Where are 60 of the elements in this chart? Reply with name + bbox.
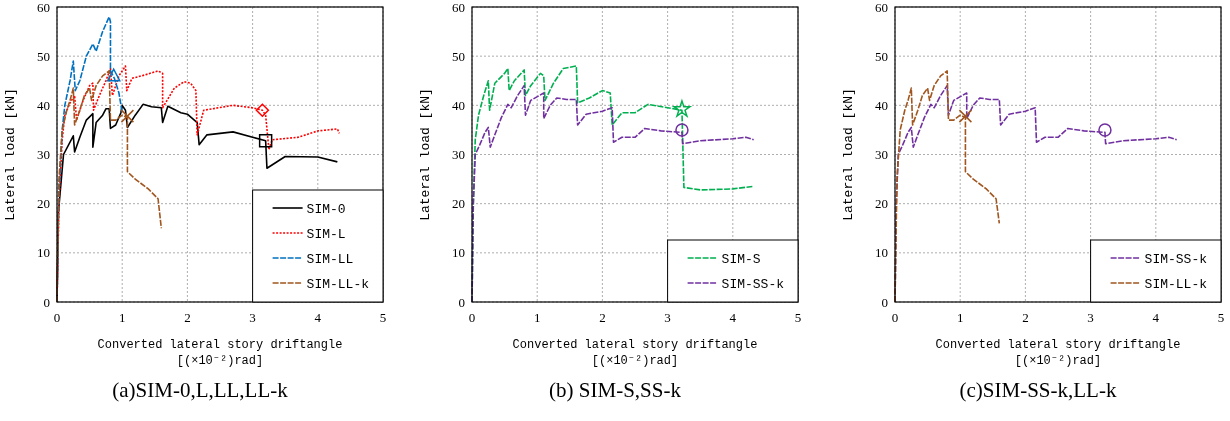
y-tick-label: 20 bbox=[875, 196, 888, 212]
y-tick-label: 60 bbox=[452, 0, 465, 15]
x-tick-label: 5 bbox=[379, 310, 387, 325]
y-tick-label: 0 bbox=[881, 294, 888, 310]
x-tick-label: 3 bbox=[664, 310, 671, 325]
y-tick-label: 30 bbox=[452, 147, 465, 162]
x-tick-label: 3 bbox=[1087, 310, 1094, 325]
x-tick-label: 1 bbox=[118, 310, 126, 325]
x-tick-label: 2 bbox=[1022, 310, 1029, 325]
y-tick-label: 30 bbox=[37, 147, 50, 162]
point bbox=[120, 109, 135, 123]
legend-label: SIM-S bbox=[721, 252, 761, 267]
point bbox=[106, 68, 121, 82]
y-tick-label: 50 bbox=[37, 48, 50, 64]
legend-label: SIM-SS-k bbox=[721, 277, 785, 292]
x-tick-label: 1 bbox=[956, 310, 964, 325]
x-tick-label: 5 bbox=[1217, 310, 1225, 325]
x-axis-title: Converted lateral story driftangle [(×10⁻²)rad] bbox=[512, 338, 758, 368]
y-tick-label: 60 bbox=[875, 0, 888, 15]
x-axis-title: Converted lateral story driftangle [(×10⁻²)rad] bbox=[97, 338, 343, 368]
y-tick-label: 10 bbox=[37, 245, 50, 261]
y-axis-title: Lateral load [kN] bbox=[3, 88, 18, 221]
y-tick-label: 50 bbox=[452, 48, 465, 64]
y-tick-label: 60 bbox=[37, 0, 50, 15]
y-tick-label: 10 bbox=[875, 245, 888, 261]
x-tick-label: 5 bbox=[794, 310, 802, 325]
legend-label: SIM-LL bbox=[306, 252, 354, 267]
x-tick-label: 2 bbox=[599, 310, 606, 325]
y-tick-label: 40 bbox=[452, 97, 465, 113]
x-tick-label: 0 bbox=[891, 310, 899, 325]
point bbox=[255, 103, 270, 117]
y-tick-label: 20 bbox=[37, 196, 50, 212]
x-tick-label: 2 bbox=[184, 310, 191, 325]
x-tick-label: 4 bbox=[729, 310, 737, 325]
x-tick-label: 4 bbox=[314, 310, 322, 325]
text: (b) SIM-S,SS-k bbox=[549, 378, 682, 402]
x-tick-label: 4 bbox=[1152, 310, 1160, 325]
y-tick-label: 30 bbox=[875, 147, 888, 162]
x-tick-label: 1 bbox=[533, 310, 541, 325]
legend-label: SIM-SS-k bbox=[1144, 252, 1208, 267]
legend-label: SIM-LL-k bbox=[1144, 277, 1208, 292]
y-tick-label: 50 bbox=[875, 48, 888, 64]
y-axis-title: Lateral load [kN] bbox=[418, 88, 433, 221]
y-tick-label: 20 bbox=[452, 196, 465, 212]
legend-label: SIM-LL-k bbox=[306, 277, 370, 292]
y-tick-label: 40 bbox=[37, 97, 50, 113]
x-tick-label: 3 bbox=[249, 310, 256, 325]
y-tick-label: 0 bbox=[458, 294, 465, 310]
x-tick-label: 0 bbox=[468, 310, 476, 325]
point bbox=[258, 133, 273, 148]
x-axis-title: Converted lateral story driftangle [(×10⁻²)rad] bbox=[935, 338, 1181, 368]
legend-label: SIM-0 bbox=[306, 202, 346, 217]
y-tick-label: 40 bbox=[875, 97, 888, 113]
text: (c)SIM-SS-k,LL-k bbox=[959, 378, 1117, 402]
x-tick-label: 0 bbox=[53, 310, 61, 325]
y-axis-title: Lateral load [kN] bbox=[841, 88, 856, 221]
y-tick-label: 0 bbox=[43, 294, 50, 310]
legend-label: SIM-L bbox=[306, 227, 346, 242]
y-tick-label: 10 bbox=[452, 245, 465, 261]
text: (a)SIM-0,L,LL,LL-k bbox=[112, 378, 289, 402]
